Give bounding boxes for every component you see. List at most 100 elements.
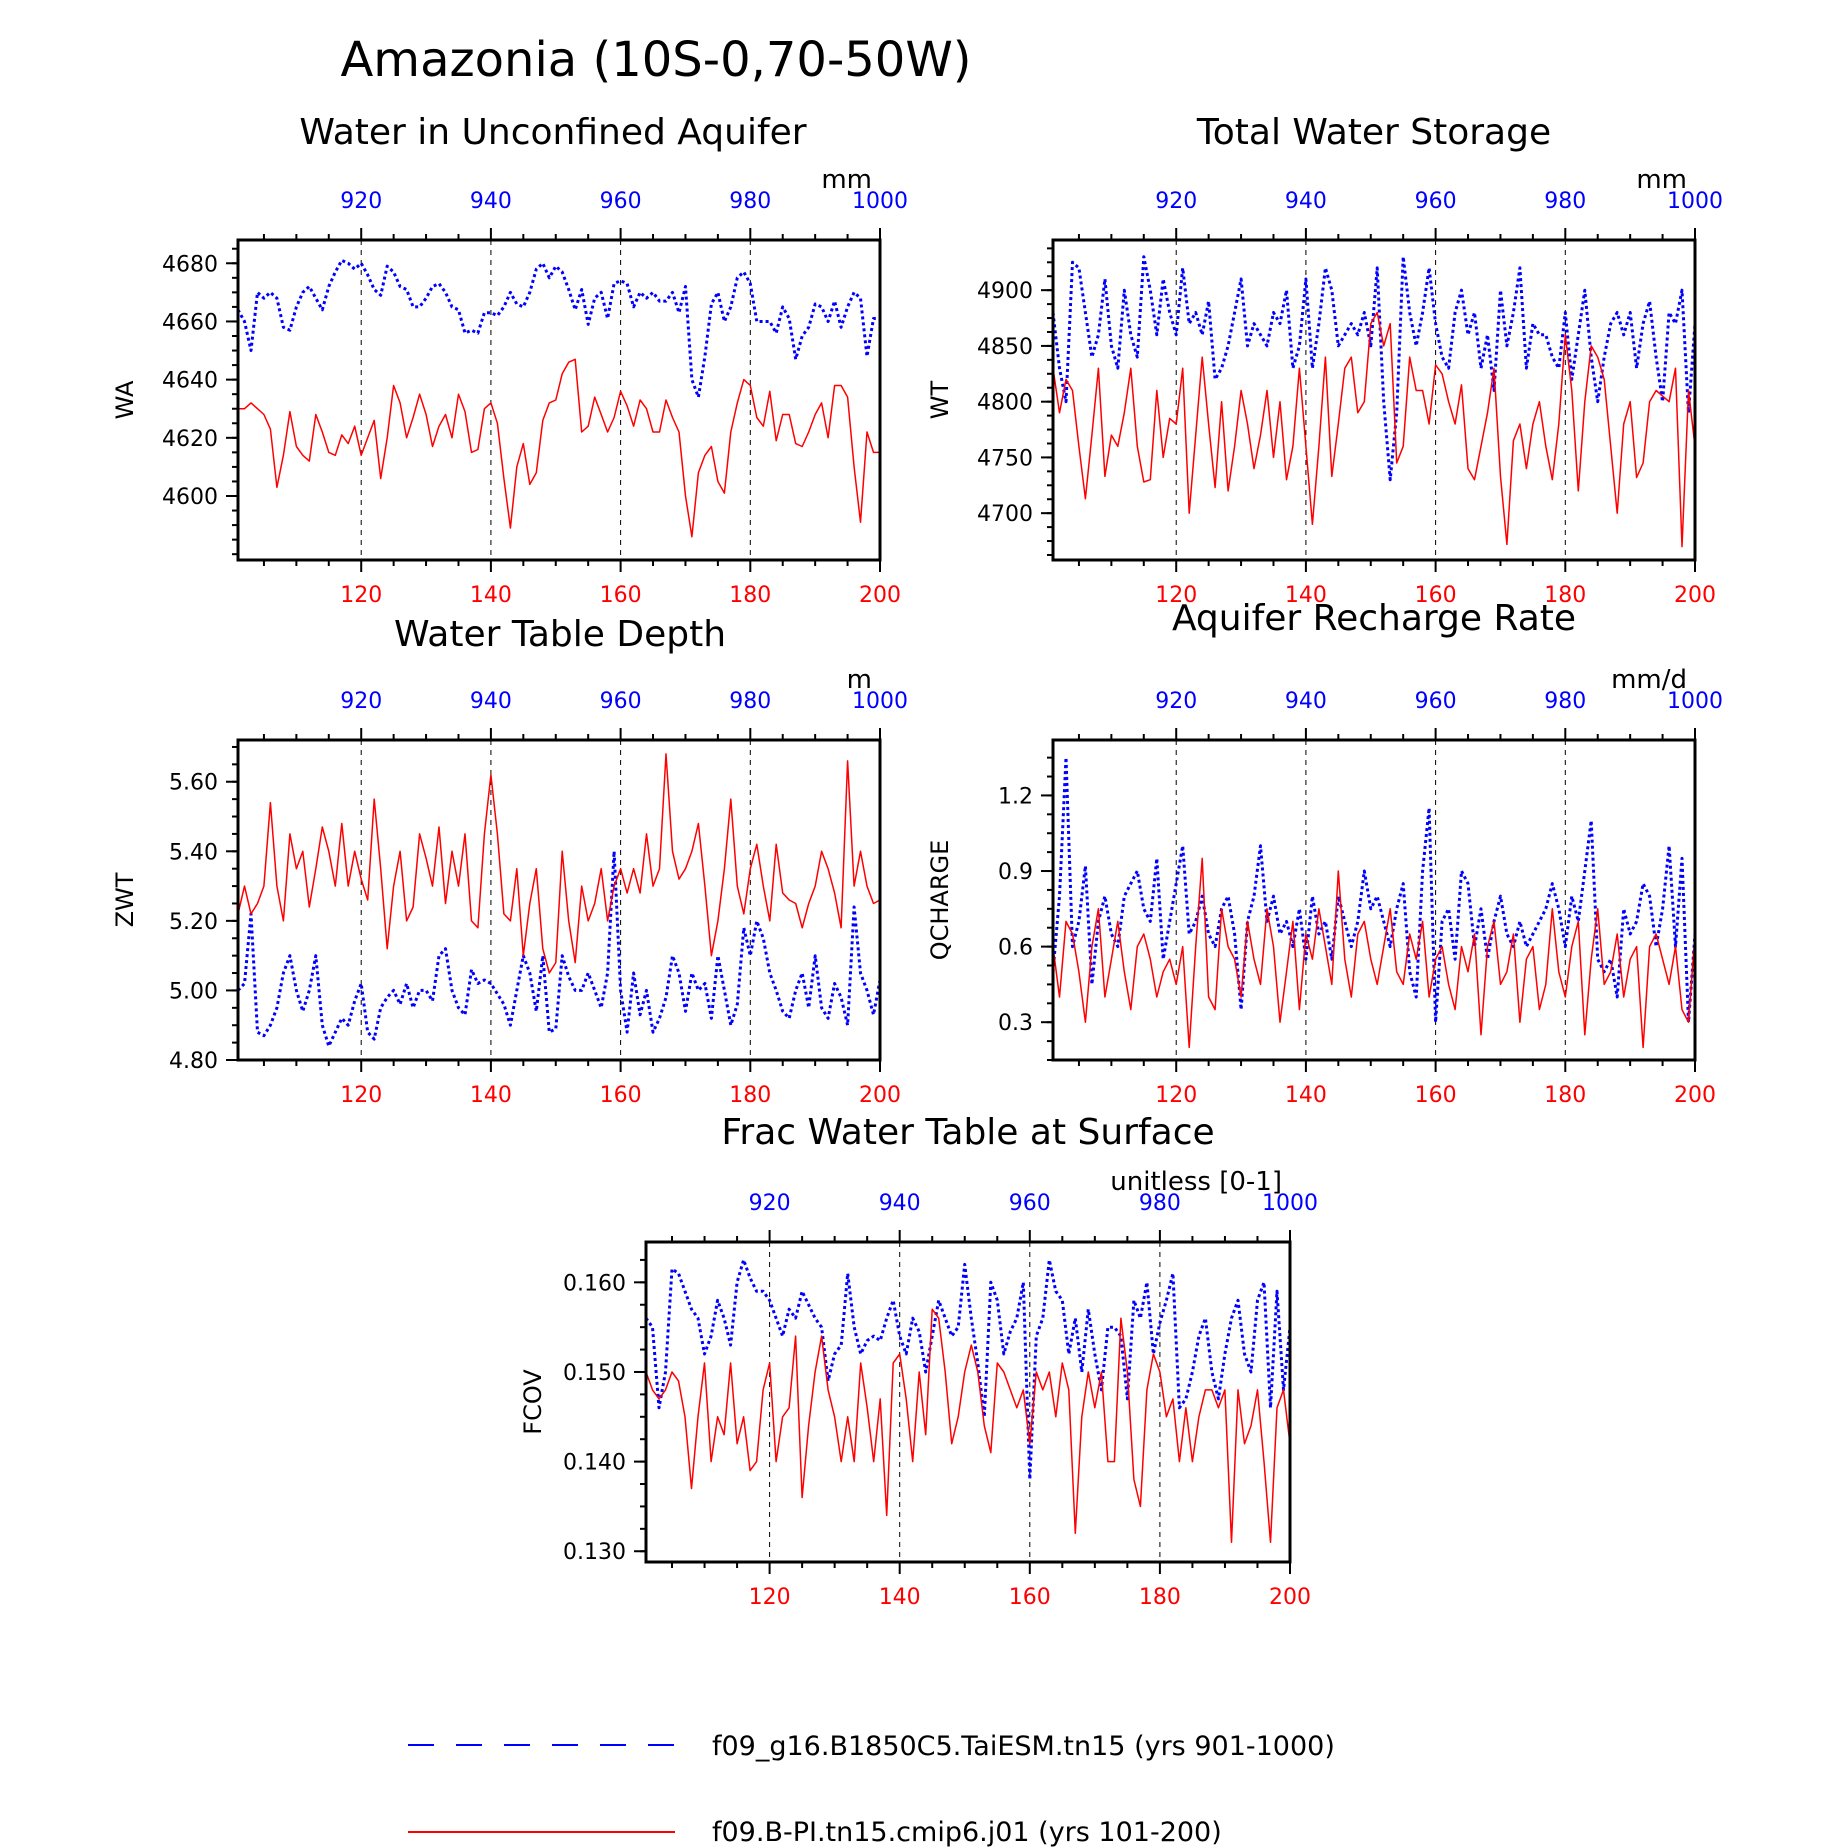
panel-water-in-unconfined-aquifer: Water in Unconfined Aquifer mm WA 4600 4620 4… (111, 112, 908, 608)
x-top-tick-label: 1000 (1262, 1191, 1318, 1216)
panel-title: Water Table Depth (394, 614, 726, 655)
y-tick-label: 0.140 (563, 1451, 626, 1476)
x-top-tick-label: 940 (1285, 689, 1327, 714)
x-top-tick-label: 960 (600, 189, 642, 214)
x-bottom-tick-label: 200 (1269, 1585, 1311, 1610)
legend: f09_g16.B1850C5.TaiESM.tn15 (yrs 901-100… (408, 1731, 1335, 1848)
y-tick-label: 4620 (162, 427, 218, 452)
x-top-tick-label: 980 (729, 689, 771, 714)
y-tick-label: 4600 (162, 485, 218, 510)
y-tick-label: 4.80 (169, 1049, 218, 1074)
x-bottom-tick-label: 180 (729, 1083, 771, 1108)
x-bottom-tick-label: 200 (859, 583, 901, 608)
series-a-line (236, 258, 880, 399)
x-top-tick-label: 920 (749, 1191, 791, 1216)
y-tick-label: 5.40 (169, 840, 218, 865)
x-bottom-tick-label: 160 (1415, 583, 1457, 608)
x-bottom-tick-label: 160 (600, 583, 642, 608)
y-tick-label: 4680 (162, 252, 218, 277)
legend-label-series-a: f09_g16.B1850C5.TaiESM.tn15 (yrs 901-100… (712, 1731, 1335, 1762)
x-top-tick-label: 960 (600, 689, 642, 714)
x-bottom-tick-label: 180 (1139, 1585, 1181, 1610)
y-tick-label: 0.130 (563, 1540, 626, 1565)
units-label: mm/d (1611, 665, 1687, 695)
x-top-tick-label: 980 (1139, 1191, 1181, 1216)
x-top-tick-label: 940 (470, 189, 512, 214)
y-axis-label: FCOV (519, 1369, 547, 1435)
y-tick-label: 5.60 (169, 771, 218, 796)
x-bottom-tick-label: 180 (729, 583, 771, 608)
y-tick-label: 4900 (977, 279, 1033, 304)
y-tick-label: 0.9 (998, 860, 1033, 885)
series-b-line (1052, 311, 1696, 548)
y-tick-label: 0.150 (563, 1361, 626, 1386)
x-top-tick-label: 1000 (1667, 189, 1723, 214)
x-bottom-tick-label: 140 (1285, 583, 1327, 608)
series-a-line (236, 849, 882, 1048)
x-top-tick-label: 940 (1285, 189, 1327, 214)
x-top-tick-label: 920 (1155, 189, 1197, 214)
units-label: mm (821, 165, 872, 195)
figure-title: Amazonia (10S-0,70-50W) (340, 32, 971, 88)
x-bottom-tick-label: 140 (470, 1083, 512, 1108)
x-top-tick-label: 980 (1544, 189, 1586, 214)
units-label: unitless [0-1] (1110, 1167, 1282, 1197)
plot-frame (236, 738, 882, 1062)
panel-aquifer-recharge-rate: Aquifer Recharge Rate mm/d QCHARGE 0.3 0.6 0.… (926, 598, 1723, 1108)
panel-title: Aquifer Recharge Rate (1172, 598, 1576, 639)
y-tick-label: 0.160 (563, 1271, 626, 1296)
y-tick-label: 0.6 (998, 936, 1033, 961)
x-top-tick-label: 960 (1415, 189, 1457, 214)
x-bottom-tick-label: 140 (1285, 1083, 1327, 1108)
x-top-tick-label: 920 (340, 189, 382, 214)
units-label: mm (1636, 165, 1687, 195)
plot-frame (236, 238, 882, 562)
x-bottom-tick-label: 120 (749, 1585, 791, 1610)
series-b-line (1052, 857, 1696, 1049)
y-axis-label: QCHARGE (926, 840, 954, 961)
x-top-tick-label: 1000 (852, 189, 908, 214)
y-tick-label: 4640 (162, 369, 218, 394)
y-tick-label: 4800 (977, 391, 1033, 416)
units-label: m (847, 665, 872, 695)
panel-water-table-depth: Water Table Depth m ZWT 4.80 5.00 5.20 5.40 5.6… (111, 614, 908, 1108)
x-top-tick-label: 920 (340, 689, 382, 714)
panel-title: Water in Unconfined Aquifer (299, 112, 806, 153)
x-top-tick-label: 1000 (1667, 689, 1723, 714)
x-bottom-tick-label: 140 (470, 583, 512, 608)
x-bottom-tick-label: 180 (1544, 1083, 1586, 1108)
x-bottom-tick-label: 160 (1009, 1585, 1051, 1610)
y-axis-label: ZWT (111, 872, 139, 927)
x-bottom-tick-label: 120 (340, 1083, 382, 1108)
y-axis-label: WA (111, 380, 139, 419)
panel-title: Frac Water Table at Surface (721, 1112, 1214, 1153)
plot-frame (644, 1240, 1292, 1564)
x-top-tick-label: 940 (470, 689, 512, 714)
series-a-line (1051, 756, 1697, 1024)
panel-title: Total Water Storage (1196, 112, 1551, 153)
plot-frame (1051, 238, 1697, 562)
y-tick-label: 4660 (162, 310, 218, 335)
y-tick-label: 1.2 (998, 784, 1033, 809)
panel-total-water-storage: Total Water Storage mm WT 4700 4750 4800 4850 4… (926, 112, 1723, 608)
x-bottom-tick-label: 120 (1155, 1083, 1197, 1108)
panel-frac-water-table-at-surface: Frac Water Table at Surface unitless [0-1… (519, 1112, 1318, 1610)
x-bottom-tick-label: 120 (1155, 583, 1197, 608)
series-a-line (644, 1258, 1292, 1481)
x-top-tick-label: 960 (1415, 689, 1457, 714)
x-bottom-tick-label: 160 (1415, 1083, 1457, 1108)
y-tick-label: 4750 (977, 446, 1033, 471)
x-top-tick-label: 960 (1009, 1191, 1051, 1216)
series-b-line (645, 1308, 1291, 1544)
x-bottom-tick-label: 200 (1674, 1083, 1716, 1108)
x-top-tick-label: 1000 (852, 689, 908, 714)
x-top-tick-label: 920 (1155, 689, 1197, 714)
y-axis-label: WT (926, 380, 954, 419)
x-bottom-tick-label: 180 (1544, 583, 1586, 608)
y-tick-label: 5.00 (169, 979, 218, 1004)
x-bottom-tick-label: 140 (879, 1585, 921, 1610)
y-tick-label: 4850 (977, 335, 1033, 360)
x-top-tick-label: 940 (879, 1191, 921, 1216)
y-tick-label: 0.3 (998, 1011, 1033, 1036)
x-bottom-tick-label: 200 (1674, 583, 1716, 608)
